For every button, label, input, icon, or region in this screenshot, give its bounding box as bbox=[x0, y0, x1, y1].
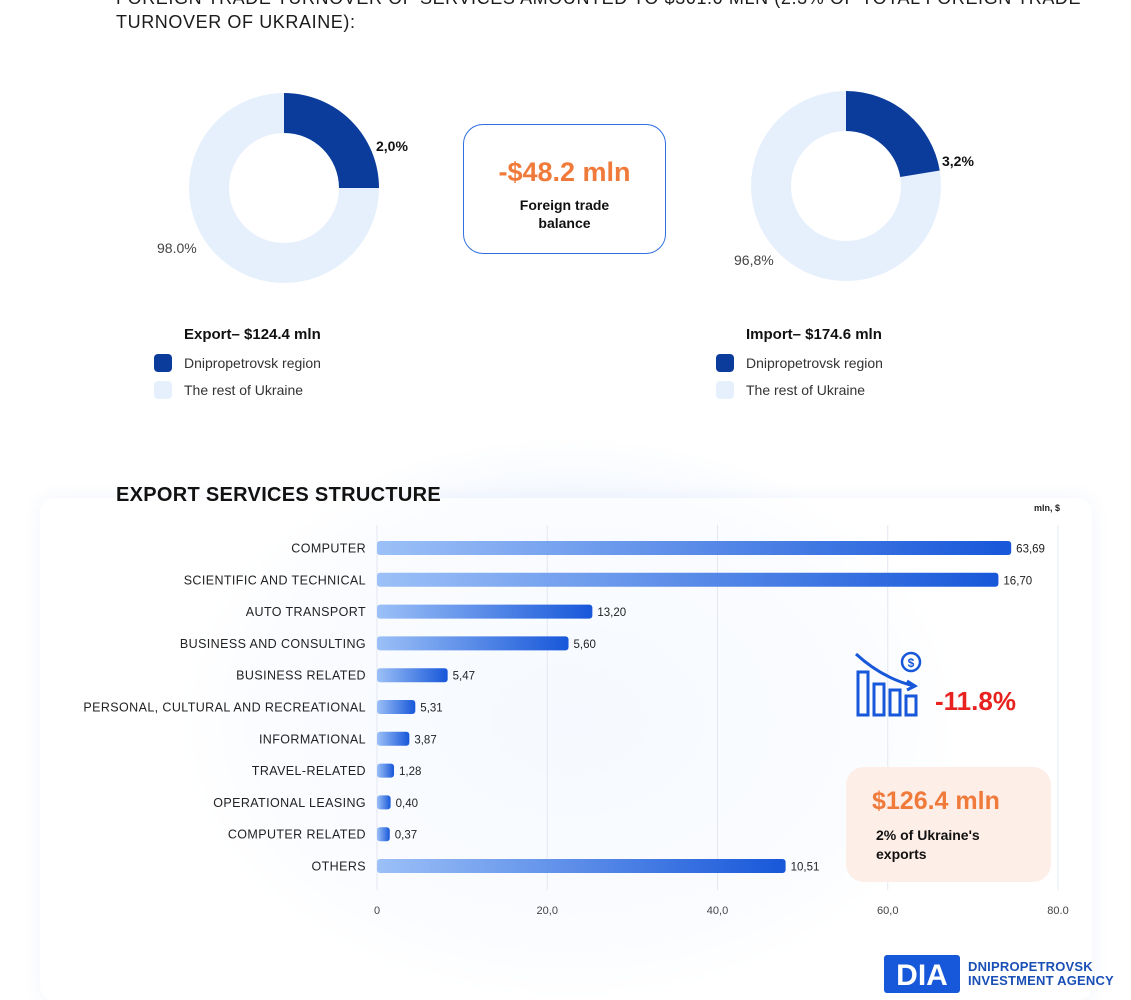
import-rest-pct: 96,8% bbox=[734, 252, 774, 268]
x-tick-label: 60,0 bbox=[877, 905, 898, 917]
svg-text:$: $ bbox=[908, 656, 915, 670]
dia-logo-mark: DIA bbox=[884, 955, 960, 993]
category-label: COMPUTER RELATED bbox=[228, 828, 366, 842]
category-labels: COMPUTER SCIENTIFIC AND TECHNICAL AUTO TRA… bbox=[83, 542, 367, 874]
value-label: 5,47 bbox=[453, 671, 475, 683]
import-region-slice bbox=[846, 91, 940, 178]
trade-balance-label-line2: balance bbox=[538, 215, 591, 231]
export-donut-chart bbox=[189, 93, 379, 283]
x-tick-label: 20,0 bbox=[537, 905, 558, 917]
trade-balance-value: -$48.2 mln bbox=[498, 157, 631, 187]
bars bbox=[377, 541, 1012, 873]
dia-logo-letters: DIA bbox=[896, 959, 948, 992]
export-region-slice bbox=[284, 93, 379, 188]
value-label: 3,87 bbox=[414, 734, 436, 746]
import-legend-rest: The rest of Ukraine bbox=[716, 381, 865, 399]
import-legend-title: Import– $174.6 mln bbox=[746, 326, 882, 343]
export-rest-pct: 98.0% bbox=[157, 240, 197, 256]
exports-summary-label: 2% of Ukraine's exports bbox=[876, 827, 980, 862]
header-line-1: FOREIGN TRADE TURNOVER OF SERVICES AMOUN… bbox=[116, 0, 1116, 10]
page-header: FOREIGN TRADE TURNOVER OF SERVICES AMOUN… bbox=[116, 0, 1116, 34]
x-tick-label: 40,0 bbox=[707, 905, 728, 917]
value-label: 13,20 bbox=[597, 607, 626, 619]
section-title: EXPORT SERVICES STRUCTURE bbox=[116, 484, 441, 506]
category-label: COMPUTER bbox=[291, 542, 366, 556]
exports-summary-card: $126.4 mln 2% of Ukraine's exports bbox=[846, 767, 1051, 882]
category-label: BUSINESS RELATED bbox=[236, 669, 366, 683]
value-label: 5,31 bbox=[420, 703, 442, 715]
region-swatch bbox=[716, 354, 734, 372]
import-region-pct: 3,2% bbox=[942, 153, 974, 169]
import-legend-region: Dnipropetrovsk region bbox=[716, 354, 883, 372]
value-label: 16,70 bbox=[1003, 575, 1032, 587]
trade-balance-label: Foreign trade balance bbox=[464, 196, 665, 232]
import-donut-chart bbox=[751, 91, 941, 281]
value-label: 0,40 bbox=[396, 798, 418, 810]
bar bbox=[377, 763, 395, 778]
dia-logo-text: DNIPROPETROVSK INVESTMENT AGENCY bbox=[968, 960, 1114, 988]
value-label: 1,28 bbox=[399, 766, 421, 778]
rest-swatch bbox=[716, 381, 734, 399]
dia-logo-line2: INVESTMENT AGENCY bbox=[968, 973, 1114, 988]
value-label: 0,37 bbox=[395, 830, 417, 842]
units-label: mln, $ bbox=[1034, 503, 1061, 513]
category-label: PERSONAL, CULTURAL AND RECREATIONAL bbox=[83, 701, 366, 715]
export-legend-rest-label: The rest of Ukraine bbox=[184, 382, 304, 398]
region-swatch bbox=[154, 354, 172, 372]
export-legend-title: Export– $124.4 mln bbox=[184, 326, 321, 343]
bar bbox=[377, 700, 416, 714]
export-region-pct: 2,0% bbox=[376, 138, 408, 154]
category-label: AUTO TRANSPORT bbox=[246, 605, 366, 619]
category-label: TRAVEL-RELATED bbox=[252, 764, 366, 778]
category-label: OTHERS bbox=[312, 860, 367, 874]
bar bbox=[377, 731, 410, 746]
export-legend-rest: The rest of Ukraine bbox=[154, 381, 303, 399]
export-legend-region: Dnipropetrovsk region bbox=[154, 354, 321, 372]
category-label: OPERATIONAL LEASING bbox=[213, 796, 366, 810]
value-label: 10,51 bbox=[791, 862, 820, 874]
bar bbox=[377, 859, 786, 873]
bar bbox=[377, 541, 1012, 555]
bar bbox=[377, 572, 999, 587]
import-legend-rest-label: The rest of Ukraine bbox=[746, 382, 866, 398]
value-labels: 63,69 16,70 13,20 5,60 5,47 5,31 3,87 1,28 0,40 0… bbox=[395, 544, 1045, 874]
export-legend-region-label: Dnipropetrovsk region bbox=[184, 355, 321, 371]
dia-logo-line1: DNIPROPETROVSK bbox=[968, 959, 1093, 974]
exports-summary-value: $126.4 mln bbox=[872, 787, 1000, 815]
x-tick-label: 0 bbox=[374, 905, 380, 917]
bar bbox=[377, 636, 569, 651]
value-label: 5,60 bbox=[574, 639, 596, 651]
x-axis-ticks: 0 20,0 40,0 60,0 80.0 bbox=[374, 905, 1069, 917]
export-change-value: -11.8% bbox=[935, 686, 1016, 716]
rest-swatch bbox=[154, 381, 172, 399]
bar bbox=[377, 604, 593, 619]
declining-bar-chart-dollar-icon: $ bbox=[854, 651, 922, 717]
category-label: SCIENTIFIC AND TECHNICAL bbox=[184, 573, 366, 587]
header-line-2: TURNOVER OF UKRAINE): bbox=[116, 12, 356, 32]
trade-balance-label-line1: Foreign trade bbox=[519, 197, 610, 213]
dia-logo: DIA DNIPROPETROVSK INVESTMENT AGENCY bbox=[884, 955, 1114, 993]
trade-balance-card: -$48.2 mln Foreign trade balance bbox=[463, 124, 666, 254]
bar bbox=[377, 668, 448, 683]
bar bbox=[377, 795, 391, 810]
category-label: BUSINESS AND CONSULTING bbox=[180, 637, 366, 651]
x-tick-label: 80.0 bbox=[1047, 905, 1068, 917]
bar bbox=[377, 827, 390, 842]
value-label: 63,69 bbox=[1016, 544, 1045, 556]
category-label: INFORMATIONAL bbox=[259, 732, 366, 746]
import-legend-region-label: Dnipropetrovsk region bbox=[746, 355, 883, 371]
